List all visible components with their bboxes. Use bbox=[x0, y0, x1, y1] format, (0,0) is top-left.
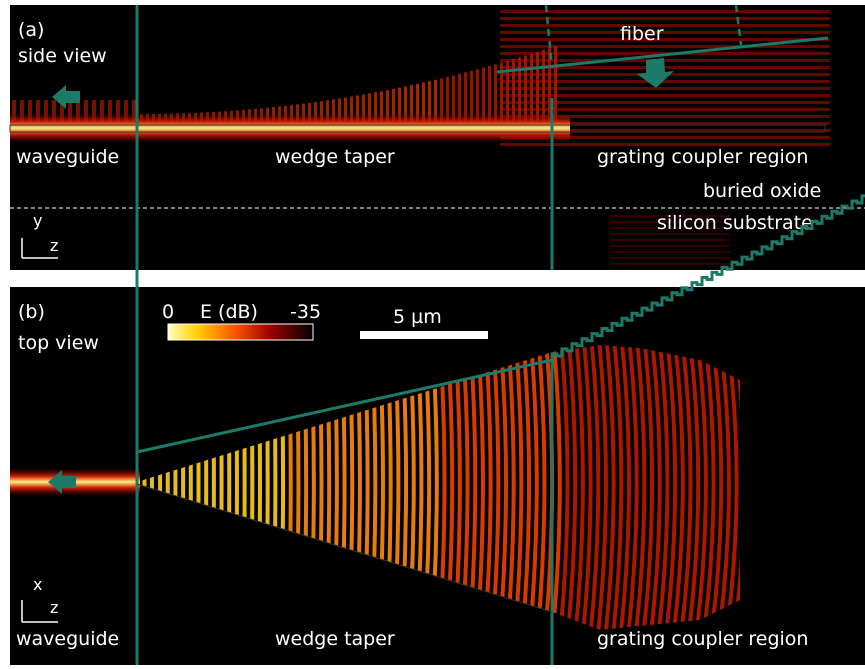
region-label: wedge taper bbox=[275, 628, 395, 650]
field-stripe bbox=[500, 80, 830, 83]
field-stripe bbox=[610, 245, 730, 247]
fiber-label: fiber bbox=[620, 23, 664, 45]
scale-bar bbox=[360, 331, 488, 339]
panel-label: (a) bbox=[18, 19, 44, 41]
view-label: top view bbox=[18, 332, 99, 354]
field-stripe bbox=[500, 17, 830, 20]
figure: (a) side view fiber waveguide wedge tape… bbox=[0, 0, 865, 665]
field-stripe bbox=[610, 239, 730, 241]
field-stripe bbox=[610, 263, 730, 265]
field-stripe bbox=[500, 87, 830, 90]
scale-bar-label: 5 µm bbox=[393, 306, 442, 328]
axis-label: z bbox=[50, 598, 58, 617]
colorbar-min: 0 bbox=[162, 301, 174, 323]
field-stripe bbox=[500, 108, 830, 111]
field-stripe bbox=[500, 24, 830, 27]
layer-label: silicon substrate bbox=[657, 212, 813, 234]
region-label: wedge taper bbox=[275, 146, 395, 168]
colorbar bbox=[168, 324, 313, 340]
region-label: grating coupler region bbox=[597, 628, 808, 650]
panel-label: (b) bbox=[18, 301, 45, 323]
field-stripe bbox=[610, 257, 730, 259]
view-label: side view bbox=[18, 45, 107, 67]
field-stripe bbox=[500, 10, 830, 13]
colorbar-title: E (dB) bbox=[200, 301, 258, 323]
field-stripe bbox=[500, 94, 830, 97]
waveguide-mode bbox=[10, 113, 570, 143]
colorbar-max: -35 bbox=[290, 301, 321, 323]
region-label: grating coupler region bbox=[597, 146, 808, 168]
field-stripe bbox=[610, 251, 730, 253]
field-stripe bbox=[500, 101, 830, 104]
region-label: waveguide bbox=[16, 628, 119, 650]
field-stripe bbox=[500, 59, 830, 62]
field-stripe bbox=[500, 38, 830, 41]
layer-label: buried oxide bbox=[703, 180, 821, 202]
axis-label: y bbox=[33, 211, 42, 230]
region-label: waveguide bbox=[16, 146, 119, 168]
axis-label: z bbox=[50, 236, 58, 255]
axis-label: x bbox=[33, 575, 42, 594]
